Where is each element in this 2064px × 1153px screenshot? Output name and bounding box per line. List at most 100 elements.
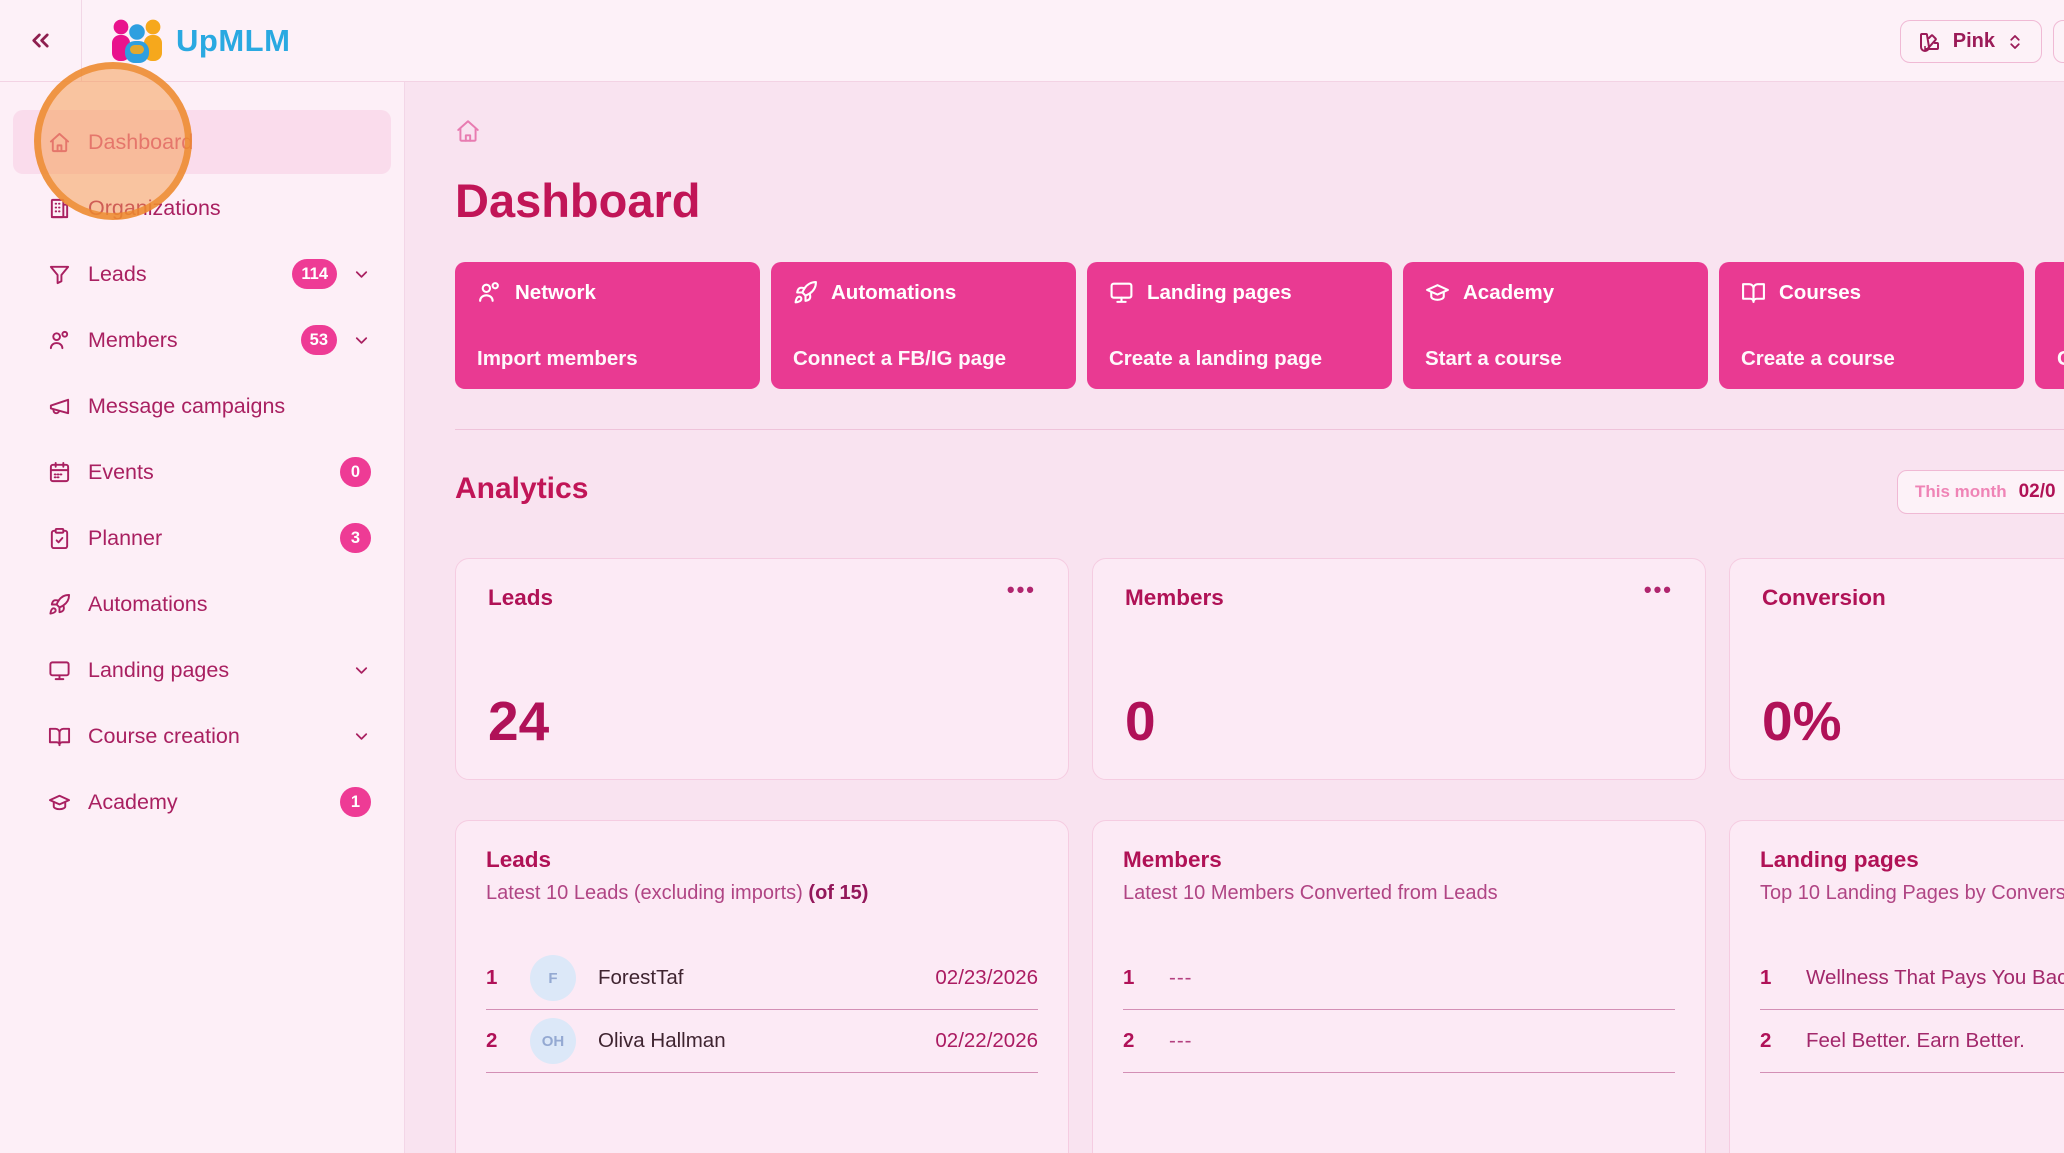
stat-value: 24 <box>488 690 550 752</box>
chevrons-left-icon <box>32 33 49 48</box>
list-title: Landing pages <box>1760 847 1919 872</box>
sidebar-item-label: Landing pages <box>88 657 230 682</box>
sidebar-item-academy[interactable]: Academy 1 <box>13 770 391 834</box>
stat-card-conversion: Conversion 0% <box>1729 558 2064 780</box>
quick-action-academy[interactable]: Academy Start a course <box>1403 262 1708 389</box>
theme-selector-value: Pink <box>1952 30 1995 52</box>
row-rank: 2 <box>486 1029 498 1052</box>
stat-title: Members <box>1125 585 1224 610</box>
lists-row: Leads Latest 10 Leads (excluding imports… <box>455 820 2064 1153</box>
period-label: This month <box>1915 482 2007 501</box>
graduation-cap-icon <box>1426 284 1449 301</box>
quick-action-landing-pages[interactable]: Landing pages Create a landing page <box>1087 262 1392 389</box>
analytics-title: Analytics <box>455 472 589 505</box>
sidebar-item-landing-pages[interactable]: Landing pages <box>13 638 391 702</box>
chevron-down-icon <box>352 661 371 680</box>
sidebar-item-label: Members <box>88 327 178 352</box>
quick-action-automations[interactable]: Automations Connect a FB/IG page <box>771 262 1076 389</box>
landing-page-row[interactable]: 1 Wellness That Pays You Back <box>1760 947 2064 1010</box>
sidebar-item-automations[interactable]: Automations <box>13 572 391 636</box>
upmlm-logo-icon <box>112 19 162 63</box>
list-title: Members <box>1123 847 1222 872</box>
sidebar-item-label: Academy <box>88 789 178 814</box>
quick-action-clipped[interactable]: C <box>2035 262 2064 389</box>
landing-page-name: Feel Better. Earn Better. <box>1806 1029 2025 1052</box>
chevron-down-icon <box>352 331 371 350</box>
period-value: 02/0 <box>2018 481 2056 502</box>
sidebar-item-planner[interactable]: Planner 3 <box>13 506 391 570</box>
card-menu-button[interactable]: ••• <box>1006 577 1036 602</box>
lead-row[interactable]: 2 OH Oliva Hallman 02/22/2026 <box>486 1010 1038 1073</box>
members-count-badge: 53 <box>300 325 337 355</box>
home-icon <box>48 130 72 154</box>
rocket-icon <box>794 281 817 304</box>
sidebar-item-label: Organizations <box>88 195 221 220</box>
stats-row: Leads ••• 24 Members ••• 0 Conversion 0% <box>455 558 2064 780</box>
member-row[interactable]: 2 --- <box>1123 1010 1675 1073</box>
lead-date: 02/23/2026 <box>935 966 1038 989</box>
stat-card-leads: Leads ••• 24 <box>455 558 1069 780</box>
calendar-icon <box>48 460 72 484</box>
quick-action-subtitle: Connect a FB/IG page <box>793 347 1006 370</box>
analytics-header: Analytics This month 02/0 <box>455 470 2064 518</box>
list-subtitle: Latest 10 Leads (excluding imports) (of … <box>486 882 869 904</box>
avatar: OH <box>530 1018 576 1064</box>
row-rank: 1 <box>1760 966 1772 989</box>
list-subtitle: Latest 10 Members Converted from Leads <box>1123 882 1498 904</box>
chevron-down-icon <box>352 265 371 284</box>
period-selector[interactable]: This month 02/0 <box>1897 470 2064 514</box>
leads-count-badge: 114 <box>292 259 337 289</box>
quick-action-courses[interactable]: Courses Create a course <box>1719 262 2024 389</box>
clipped-header-button[interactable] <box>2053 20 2064 63</box>
quick-action-title: Courses <box>1779 280 1862 304</box>
list-card-landing-pages: Landing pages Top 10 Landing Pages by Co… <box>1729 820 2064 1153</box>
main-content: Dashboard Network Import members Automat… <box>405 82 2064 1153</box>
quick-action-subtitle: Start a course <box>1425 347 1562 370</box>
landing-page-row[interactable]: 2 Feel Better. Earn Better. <box>1760 1010 2064 1073</box>
sidebar-item-label: Automations <box>88 591 208 616</box>
avatar: F <box>530 955 576 1001</box>
monitor-icon <box>1110 282 1133 303</box>
quick-action-network[interactable]: Network Import members <box>455 262 760 389</box>
stat-title: Leads <box>488 585 554 610</box>
breadcrumb-home-icon[interactable] <box>455 118 481 144</box>
chevron-down-icon <box>352 727 371 746</box>
sidebar-item-message-campaigns[interactable]: Message campaigns <box>13 374 391 438</box>
sidebar-item-label: Leads <box>88 261 147 286</box>
theme-selector[interactable]: Pink <box>1899 20 2042 63</box>
academy-count-badge: 1 <box>340 787 371 817</box>
sidebar-item-members[interactable]: Members 53 <box>13 308 391 372</box>
quick-actions-row: Network Import members Automations Conne… <box>455 262 2064 389</box>
quick-action-title: Network <box>515 280 596 304</box>
sidebar-collapse-zone <box>0 0 82 81</box>
sidebar-item-events[interactable]: Events 0 <box>13 440 391 504</box>
quick-action-subtitle: Create a landing page <box>1109 347 1323 370</box>
lead-name: Oliva Hallman <box>598 1029 726 1052</box>
list-card-leads: Leads Latest 10 Leads (excluding imports… <box>455 820 1069 1153</box>
swatch-book-icon <box>1919 32 1939 52</box>
row-rank: 2 <box>1760 1029 1772 1052</box>
stat-title: Conversion <box>1762 585 1886 610</box>
sidebar-item-course-creation[interactable]: Course creation <box>13 704 391 768</box>
stat-value: 0 <box>1125 690 1156 752</box>
stat-card-members: Members ••• 0 <box>1092 558 1706 780</box>
sidebar-item-dashboard[interactable]: Dashboard <box>13 110 391 174</box>
quick-action-title: Landing pages <box>1147 280 1292 304</box>
card-menu-button[interactable]: ••• <box>1643 577 1673 602</box>
sidebar-item-label: Course creation <box>88 723 240 748</box>
lead-row[interactable]: 1 F ForestTaf 02/23/2026 <box>486 947 1038 1010</box>
users-icon <box>48 328 72 352</box>
list-title: Leads <box>486 847 552 872</box>
page-title: Dashboard <box>455 174 701 227</box>
book-open-icon <box>1742 283 1765 303</box>
member-row[interactable]: 1 --- <box>1123 947 1675 1010</box>
sidebar-item-organizations[interactable]: Organizations <box>13 176 391 240</box>
sidebar-item-leads[interactable]: Leads 114 <box>13 242 391 306</box>
collapse-sidebar-button[interactable] <box>21 21 61 61</box>
row-rank: 1 <box>1123 966 1135 989</box>
member-name: --- <box>1169 966 1193 989</box>
quick-action-title: Automations <box>831 280 957 304</box>
app-logo: UpMLM <box>108 0 290 81</box>
sidebar-item-label: Events <box>88 459 154 484</box>
quick-action-subtitle: Import members <box>477 347 638 370</box>
